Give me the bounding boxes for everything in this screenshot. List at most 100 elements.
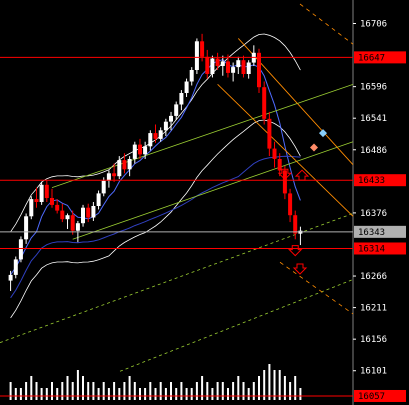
volume-bar xyxy=(252,382,255,400)
candle-body xyxy=(18,239,23,260)
candle-body xyxy=(112,173,117,177)
candle-body xyxy=(184,81,189,93)
volume-bar xyxy=(82,376,84,400)
volume-bar xyxy=(71,382,74,400)
upper-channel-line xyxy=(51,83,354,189)
candle-body xyxy=(163,121,168,131)
candle-body xyxy=(257,52,261,88)
candle-body xyxy=(86,207,91,218)
volume-bar xyxy=(66,376,69,400)
level-label-box-16314 xyxy=(354,242,406,255)
volume-bar xyxy=(149,382,152,400)
level-label-box-16647 xyxy=(354,51,406,64)
candle-body xyxy=(277,159,282,171)
candle-body xyxy=(236,60,241,68)
candle-body xyxy=(148,133,153,147)
candle-body xyxy=(262,87,267,119)
candle-body xyxy=(24,216,29,240)
volume-bar xyxy=(180,382,183,400)
candle-body xyxy=(8,274,13,281)
volume-bar xyxy=(51,382,53,400)
candle-body xyxy=(70,215,75,231)
volume-bar xyxy=(175,388,178,400)
lower-envelope-line xyxy=(10,119,301,319)
candle-body xyxy=(200,41,205,57)
signal-markers xyxy=(277,129,327,275)
volume-bar xyxy=(273,370,276,400)
volume-bar xyxy=(221,382,224,400)
volume-bar xyxy=(289,382,292,400)
candle-body xyxy=(101,180,106,194)
volume-bar xyxy=(9,382,12,400)
downtrend-dashed-1 xyxy=(299,3,354,45)
volume-bar xyxy=(118,388,121,400)
volume-bar xyxy=(185,388,188,400)
candle-body xyxy=(34,199,39,202)
downtrend-line-2 xyxy=(217,84,354,217)
y-tick-label: 16541 xyxy=(360,114,387,124)
horizontal-levels: 16647 16433 16343 16314 16057 xyxy=(0,51,406,402)
volume-bar xyxy=(139,388,141,400)
diamond-marker-icon xyxy=(319,129,327,138)
level-label-16057: 16057 xyxy=(358,392,385,402)
volume-bar xyxy=(299,388,302,400)
volume-bars xyxy=(9,364,302,400)
volume-bar xyxy=(102,382,105,400)
volume-bar xyxy=(159,382,162,400)
level-label-box-16433 xyxy=(354,174,406,187)
candle-body xyxy=(81,207,85,224)
buy-arrow-icon xyxy=(294,169,310,181)
volume-bar xyxy=(263,370,266,400)
volume-bar xyxy=(61,382,64,400)
y-tick-label: 16486 xyxy=(360,146,387,156)
level-label-box-16057 xyxy=(354,389,406,402)
y-tick-label: 16101 xyxy=(360,367,387,377)
sell-arrow-icon xyxy=(292,263,308,275)
volume-bar xyxy=(154,388,157,400)
level-label-16433: 16433 xyxy=(358,176,385,186)
candle-body xyxy=(122,160,127,170)
level-label-16647: 16647 xyxy=(358,53,385,63)
y-tick-label: 16211 xyxy=(360,304,387,314)
candle-body xyxy=(13,259,18,275)
sell-arrow-icon xyxy=(288,245,303,257)
candle-body xyxy=(282,170,287,194)
candle-body xyxy=(210,58,215,74)
volume-bar xyxy=(144,388,147,400)
volume-bar xyxy=(19,388,22,400)
candle-body xyxy=(215,58,220,66)
candle-body xyxy=(205,56,210,74)
price-axis: 16706 16596 16541 16486 16376 16266 16211 16156… xyxy=(353,20,387,377)
volume-bar xyxy=(45,388,48,400)
candle-body xyxy=(127,159,132,170)
volume-bar xyxy=(113,382,116,400)
slow-ma-line xyxy=(10,155,301,299)
volume-bar xyxy=(237,376,240,400)
candle-body xyxy=(220,61,225,66)
indicator-overlays xyxy=(0,3,354,372)
candle-body xyxy=(91,206,96,218)
candle-body xyxy=(29,199,34,217)
diamond-marker-icon xyxy=(310,143,318,152)
volume-bar xyxy=(242,382,245,400)
volume-bar xyxy=(133,382,136,400)
candle-body xyxy=(179,93,184,105)
candle-body xyxy=(169,115,173,122)
mid-channel-line xyxy=(72,141,354,240)
candle-body xyxy=(272,148,277,159)
y-tick-label: 16266 xyxy=(360,272,387,282)
downtrend-dashed-2 xyxy=(279,261,354,315)
y-tick-label: 16376 xyxy=(360,209,387,219)
candle-body xyxy=(65,215,70,220)
candle-body xyxy=(138,144,142,155)
candle-body xyxy=(231,67,236,73)
volume-bar xyxy=(216,382,219,400)
candle-body xyxy=(96,193,101,206)
base-channel-line xyxy=(119,279,354,372)
volume-bar xyxy=(206,382,209,400)
volume-bar xyxy=(268,364,271,400)
volume-bar xyxy=(258,376,260,400)
candle-body xyxy=(174,104,179,116)
volume-bar xyxy=(201,376,204,400)
volume-bar xyxy=(107,388,110,400)
